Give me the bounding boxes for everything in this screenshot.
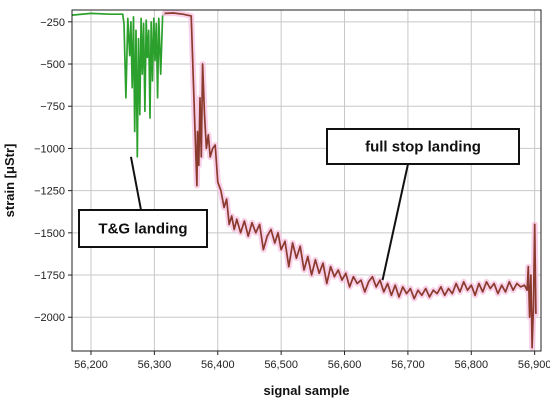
series-layer [71, 10, 539, 351]
y-tick-label: −250 [40, 17, 65, 29]
full-stop-series-glow [161, 10, 539, 351]
x-tick-label: 56,200 [74, 359, 108, 371]
y-tick-label: −1250 [34, 186, 65, 198]
y-tick-label: −2000 [34, 312, 65, 324]
annotation-pointer [129, 156, 142, 211]
x-tick-label: 56,800 [454, 359, 488, 371]
y-tick-label: −750 [40, 101, 65, 113]
annotation-label: T&G landing [98, 221, 187, 238]
y-tick-label: −1500 [34, 228, 65, 240]
x-tick-label: 56,400 [201, 359, 235, 371]
y-axis-label: strain [μStr] [2, 144, 17, 218]
annotation-box [326, 128, 520, 165]
y-tick-label: −500 [40, 59, 65, 71]
full-stop-landing-series-line [164, 12, 537, 349]
x-tick-label: 56,600 [328, 359, 362, 371]
plot-frame [71, 9, 542, 352]
x-tick-label: 56,300 [138, 359, 172, 371]
x-tick-label: 56,900 [518, 359, 550, 371]
y-tick-label: −1000 [34, 143, 65, 155]
x-tick-label: 56,700 [391, 359, 425, 371]
annotation-label: full stop landing [365, 139, 481, 156]
y-tick-label: −1750 [34, 270, 65, 282]
annotation-box [78, 209, 208, 248]
annotation-layer: T&G landing full stop landing [78, 128, 520, 281]
tg-landing-series-line [71, 12, 166, 158]
x-tick-label: 56,500 [264, 359, 298, 371]
x-axis-label: signal sample [264, 383, 350, 398]
annotation-pointer [381, 163, 409, 281]
axis-ticks: 56,200 56,300 56,400 56,500 56,600 56,700 56,8… [34, 17, 550, 371]
